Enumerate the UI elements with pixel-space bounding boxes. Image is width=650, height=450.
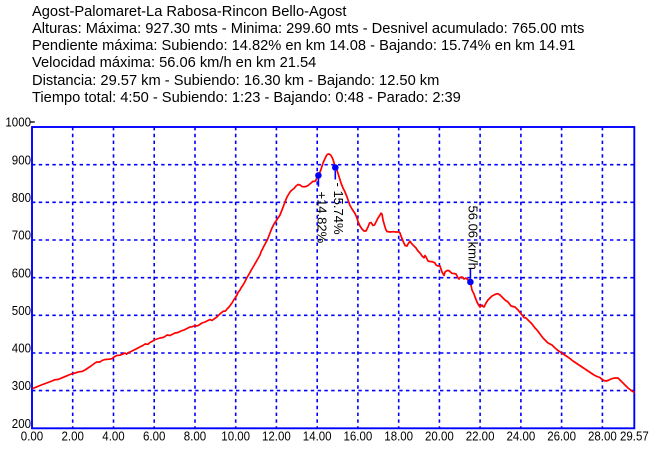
svg-text:10.00: 10.00 <box>221 429 250 444</box>
svg-text:900: 900 <box>12 152 31 167</box>
svg-text:20.00: 20.00 <box>425 429 454 444</box>
svg-text:400: 400 <box>12 341 31 356</box>
svg-text:22.00: 22.00 <box>466 429 495 444</box>
svg-text:2.00: 2.00 <box>62 429 84 444</box>
svg-text:18.00: 18.00 <box>384 429 413 444</box>
svg-text:29.57: 29.57 <box>620 429 649 444</box>
svg-text:+14.82%: +14.82% <box>315 192 330 244</box>
svg-text:56.06 km/h: 56.06 km/h <box>465 206 480 270</box>
svg-text:28.00: 28.00 <box>588 429 617 444</box>
svg-text:- 15.74%: - 15.74% <box>331 183 346 235</box>
svg-text:0.00: 0.00 <box>21 429 43 444</box>
svg-text:800: 800 <box>12 190 31 205</box>
svg-text:24.00: 24.00 <box>507 429 536 444</box>
svg-text:6.00: 6.00 <box>143 429 165 444</box>
svg-text:14.00: 14.00 <box>303 429 332 444</box>
svg-text:200: 200 <box>12 416 31 431</box>
svg-text:8.00: 8.00 <box>184 429 206 444</box>
svg-text:12.00: 12.00 <box>262 429 291 444</box>
svg-text:16.00: 16.00 <box>344 429 373 444</box>
svg-text:4.00: 4.00 <box>102 429 124 444</box>
svg-text:26.00: 26.00 <box>547 429 576 444</box>
svg-text:300: 300 <box>12 378 31 393</box>
svg-text:1000: 1000 <box>5 115 31 130</box>
svg-text:700: 700 <box>12 228 31 243</box>
svg-text:600: 600 <box>12 265 31 280</box>
svg-text:500: 500 <box>12 303 31 318</box>
